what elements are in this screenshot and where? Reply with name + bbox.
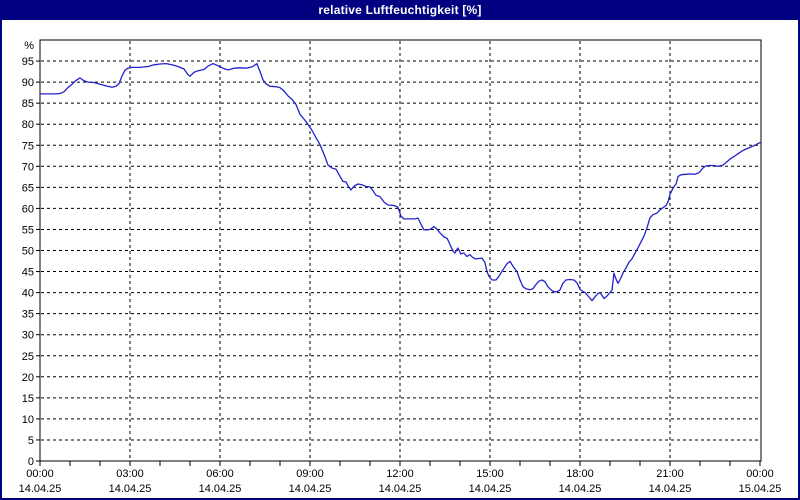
y-tick-label: 25	[22, 351, 34, 363]
y-tick-label: 15	[22, 393, 34, 405]
window-title: relative Luftfeuchtigkeit [%]	[318, 3, 482, 17]
x-tick-date-label: 15.04.25	[739, 483, 782, 495]
x-tick-date-label: 14.04.25	[649, 483, 692, 495]
x-tick-time-label: 21:00	[656, 468, 684, 480]
x-tick-time-label: 00:00	[26, 468, 54, 480]
x-tick-date-label: 14.04.25	[559, 483, 602, 495]
y-tick-label: 5	[28, 435, 34, 447]
y-tick-label: 45	[22, 267, 34, 279]
x-tick-time-label: 18:00	[566, 468, 594, 480]
y-tick-label: 80	[22, 119, 34, 131]
x-tick-time-label: 03:00	[116, 468, 144, 480]
x-tick-time-label: 00:00	[746, 468, 774, 480]
y-tick-label: 90	[22, 77, 34, 89]
y-axis-unit-label: %	[24, 40, 34, 52]
y-tick-label: 30	[22, 330, 34, 342]
y-tick-label: 10	[22, 414, 34, 426]
y-tick-label: 35	[22, 309, 34, 321]
x-tick-date-label: 14.04.25	[19, 483, 62, 495]
x-tick-date-label: 14.04.25	[289, 483, 332, 495]
y-tick-label: 40	[22, 288, 34, 300]
x-tick-date-label: 14.04.25	[379, 483, 422, 495]
window-titlebar: relative Luftfeuchtigkeit [%]	[0, 0, 800, 20]
y-tick-label: 60	[22, 203, 34, 215]
x-tick-time-label: 06:00	[206, 468, 234, 480]
x-tick-time-label: 15:00	[476, 468, 504, 480]
x-tick-time-label: 09:00	[296, 468, 324, 480]
y-tick-label: 95	[22, 56, 34, 68]
y-tick-label: 75	[22, 140, 34, 152]
x-tick-date-label: 14.04.25	[469, 483, 512, 495]
x-tick-date-label: 14.04.25	[109, 483, 152, 495]
y-tick-label: 65	[22, 182, 34, 194]
humidity-series-line	[39, 62, 761, 302]
y-tick-label: 50	[22, 246, 34, 258]
x-tick-date-label: 14.04.25	[199, 483, 242, 495]
y-tick-label: 70	[22, 161, 34, 173]
x-tick-time-label: 12:00	[386, 468, 414, 480]
y-tick-label: 0	[28, 456, 34, 468]
y-tick-label: 55	[22, 224, 34, 236]
y-tick-label: 85	[22, 98, 34, 110]
y-tick-label: 20	[22, 372, 34, 384]
